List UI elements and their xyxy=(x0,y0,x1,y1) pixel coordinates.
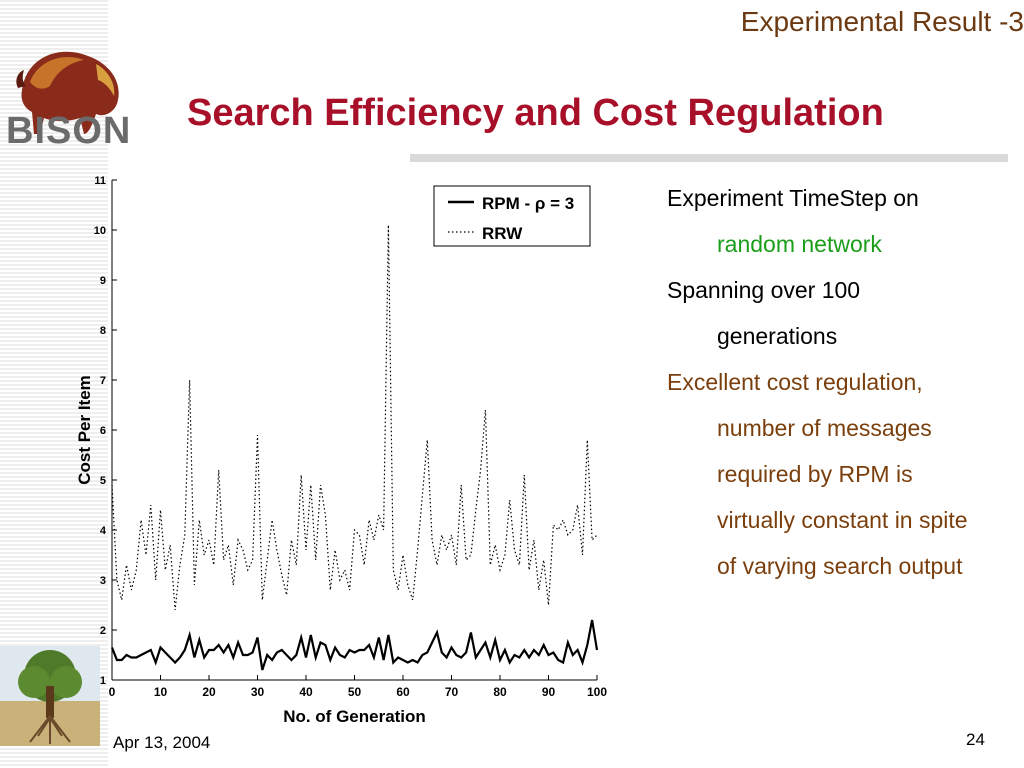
bullet-item: Excellent cost regulation, xyxy=(667,369,923,395)
y-tick-label: 5 xyxy=(100,475,106,487)
y-tick-label: 7 xyxy=(100,375,106,387)
y-tick-label: 1 xyxy=(100,675,106,687)
bullet-subitem: virtually constant in spite xyxy=(717,507,968,533)
legend-label-rpm: RPM - ρ = 3 xyxy=(482,194,574,213)
y-tick-label: 4 xyxy=(100,525,107,537)
y-tick-label: 9 xyxy=(100,275,106,287)
bullet-list: Experiment TimeStep on random network Sp… xyxy=(667,184,1024,598)
section-title: Experimental Result -3 xyxy=(740,6,1024,37)
x-tick-label: 90 xyxy=(542,685,556,699)
y-tick-label: 8 xyxy=(100,325,106,337)
line-chart: 1 2 3 4 5 6 7 8 9 10 11 0 10 20 30 40 50 60 70 80 90 100 RPM … xyxy=(75,175,607,726)
x-tick-label: 10 xyxy=(154,685,168,699)
bullet-subitem: random network xyxy=(717,231,882,257)
x-tick-label: 30 xyxy=(251,685,265,699)
y-tick-label: 3 xyxy=(100,575,106,587)
logo-text: BISON xyxy=(6,110,132,152)
x-axis-label: No. of Generation xyxy=(283,707,426,726)
y-tick-label: 11 xyxy=(94,175,106,187)
y-tick-label: 2 xyxy=(100,625,106,637)
y-axis-label: Cost Per Item xyxy=(75,375,94,485)
tree-image xyxy=(0,646,100,746)
legend-label-rrw: RRW xyxy=(482,224,523,243)
bullet-subitem: required by RPM is xyxy=(717,461,913,487)
series-line-rpm xyxy=(110,619,599,671)
slide-title: Search Efficiency and Cost Regulation xyxy=(187,92,884,134)
x-tick-label: 80 xyxy=(493,685,507,699)
page-number: 24 xyxy=(966,730,985,749)
chart-legend: RPM - ρ = 3 RRW xyxy=(433,185,591,247)
series-line-rrw xyxy=(111,224,598,611)
title-underline xyxy=(410,154,1008,162)
x-tick-label: 70 xyxy=(445,685,459,699)
y-tick-label: 6 xyxy=(100,425,106,437)
x-tick-label: 40 xyxy=(299,685,313,699)
footer-date: Apr 13, 2004 xyxy=(113,733,211,752)
bison-logo xyxy=(16,51,119,134)
x-tick-label: 60 xyxy=(396,685,410,699)
bullet-subitem: of varying search output xyxy=(717,553,963,579)
y-tick-label: 10 xyxy=(94,225,106,237)
bullet-item: Spanning over 100 xyxy=(667,277,861,303)
x-tick-label: 20 xyxy=(202,685,216,699)
x-tick-label: 100 xyxy=(587,685,607,699)
x-tick-label: 0 xyxy=(109,685,116,699)
bullet-subitem: number of messages xyxy=(717,415,932,441)
bullet-item: Experiment TimeStep on xyxy=(667,185,919,211)
x-tick-label: 50 xyxy=(348,685,362,699)
bullet-subitem: generations xyxy=(717,323,838,349)
